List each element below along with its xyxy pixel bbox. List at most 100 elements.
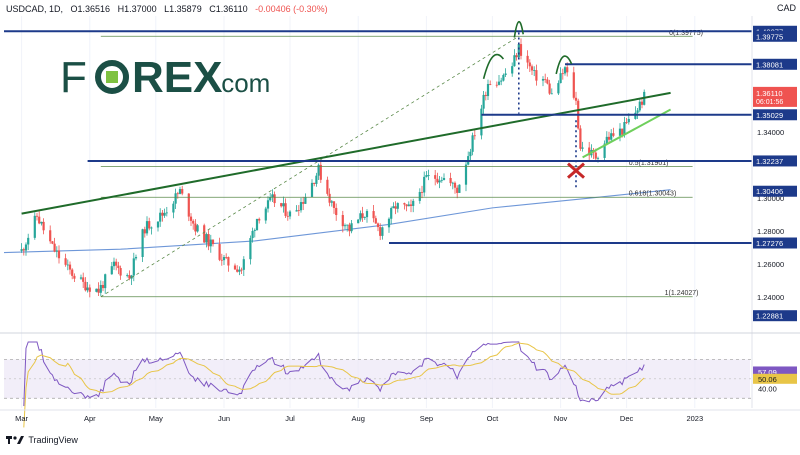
candle-body — [396, 203, 399, 209]
candle-body — [143, 229, 146, 234]
y-tick-label: 1.34000 — [757, 128, 784, 137]
x-tick-label: Oct — [487, 414, 500, 423]
candle-body — [482, 94, 485, 109]
candle-body — [189, 216, 193, 221]
candle-body — [341, 215, 344, 227]
x-tick-label: Jun — [218, 414, 230, 423]
candle-body — [581, 147, 584, 149]
candle-body — [192, 220, 195, 224]
candle-body — [550, 93, 553, 95]
candle-body — [357, 219, 360, 224]
candle-body — [636, 110, 639, 113]
candle-body — [141, 229, 144, 257]
currency-label: CAD — [776, 3, 796, 13]
candle-body — [181, 189, 184, 194]
rsi-ma-line — [23, 342, 645, 428]
candle-body — [225, 257, 228, 258]
x-tick-label: Nov — [554, 414, 568, 423]
candle-body — [71, 269, 74, 276]
logo-o-center — [106, 71, 118, 83]
candle-body — [253, 230, 256, 232]
x-tick-label: Mar — [15, 414, 28, 423]
candle-body — [57, 250, 61, 259]
candle-body — [128, 275, 131, 279]
candle-body — [458, 184, 461, 193]
candle-body — [304, 197, 307, 204]
candle-body — [361, 213, 364, 218]
candle-body — [233, 265, 237, 270]
level-price-tag — [753, 30, 797, 42]
candle-body — [640, 101, 644, 105]
bar-countdown-label: 06:01:56 — [756, 99, 783, 106]
candle-body — [434, 175, 437, 179]
candle-body — [566, 67, 569, 73]
candle-body — [526, 55, 529, 63]
fib-level-label: 0.618(1.30043) — [629, 191, 676, 198]
candle-body — [148, 221, 151, 229]
candle-body — [176, 193, 179, 195]
logo-suffix: .com — [214, 68, 270, 98]
candle-body — [84, 281, 87, 291]
candle-body — [295, 210, 298, 212]
time-axis: Mar Apr May Jun Jul Aug Sep Oct Nov Dec 2023 — [0, 409, 800, 423]
level-price-tag — [753, 185, 797, 197]
candle-body — [381, 227, 384, 236]
candle-body — [33, 215, 36, 238]
high-value: H1.37000 — [117, 4, 157, 14]
candle-body — [365, 211, 369, 218]
candle-body — [205, 234, 208, 243]
candle-body — [392, 206, 395, 209]
candle-body — [55, 250, 58, 252]
level-price-tag-label: 1.22881 — [756, 312, 783, 321]
tradingview-label: TradingView — [28, 435, 78, 445]
candle-body — [394, 206, 397, 209]
candle-body — [101, 284, 105, 289]
candle-body — [126, 275, 129, 276]
candle-body — [407, 204, 410, 207]
candle-body — [165, 212, 168, 214]
candle-body — [612, 133, 615, 136]
level-price-tag-label: 1.35029 — [756, 111, 783, 120]
candle-body — [420, 192, 424, 193]
candle-body — [605, 136, 608, 144]
level-price-tag-label: 1.38081 — [756, 60, 783, 69]
candle-body — [625, 122, 628, 123]
logo-o-ring — [95, 60, 129, 94]
candle-body — [403, 203, 406, 205]
candle-body — [638, 101, 641, 111]
candle-body — [572, 72, 575, 98]
x-tick-label: May — [149, 414, 163, 423]
candle-body — [99, 284, 102, 293]
candle-body — [104, 274, 107, 289]
tradingview-brand[interactable]: TradingView — [6, 434, 78, 445]
candle-body — [471, 135, 474, 152]
x-tick-label: Jul — [285, 414, 295, 423]
symbol-label[interactable]: USDCAD, 1D, — [6, 4, 64, 14]
candle-body — [317, 164, 320, 176]
candle-body — [511, 66, 514, 74]
candle-body — [319, 164, 322, 180]
candle-body — [110, 266, 113, 275]
fib-level-label: 0.5(1.31901) — [629, 160, 669, 167]
candle-body — [603, 143, 606, 158]
candle-body — [436, 178, 439, 183]
candle-body — [286, 215, 289, 217]
level-price-tag-label: 1.39775 — [756, 32, 783, 41]
price-axis: 1.340001.300001.280001.260001.240001.400… — [751, 16, 797, 408]
candle-body — [557, 83, 560, 94]
candle-body — [607, 136, 611, 140]
candle-body — [82, 277, 85, 282]
candles-layer — [20, 38, 646, 298]
x-tick-label: Aug — [352, 414, 365, 423]
candle-body — [621, 128, 624, 135]
candle-body — [238, 269, 241, 272]
rsi-value-label: 57.09 — [758, 368, 777, 377]
candle-body — [423, 176, 426, 193]
candle-body — [546, 79, 549, 84]
candle-body — [409, 204, 413, 206]
candle-body — [350, 223, 353, 232]
candle-body — [464, 164, 468, 185]
rsi-ma-value-tag — [753, 373, 797, 384]
